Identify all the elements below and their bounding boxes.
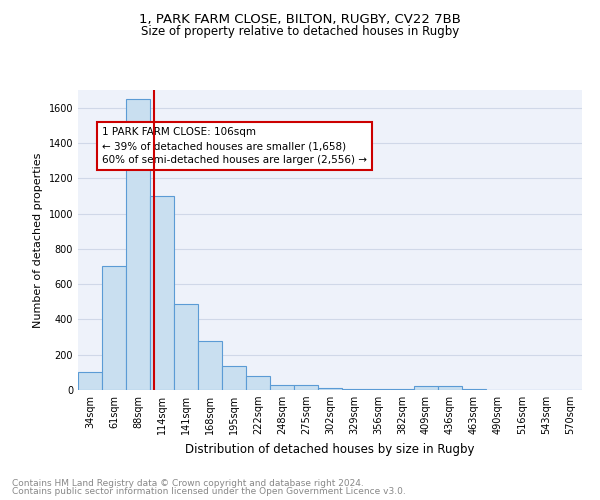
Bar: [102, 266, 126, 390]
Text: Size of property relative to detached houses in Rugby: Size of property relative to detached ho…: [141, 25, 459, 38]
X-axis label: Distribution of detached houses by size in Rugby: Distribution of detached houses by size …: [185, 442, 475, 456]
Bar: [174, 304, 198, 390]
Text: 1 PARK FARM CLOSE: 106sqm
← 39% of detached houses are smaller (1,658)
60% of se: 1 PARK FARM CLOSE: 106sqm ← 39% of detac…: [102, 127, 367, 165]
Bar: [294, 384, 318, 390]
Bar: [342, 389, 366, 390]
Bar: [150, 196, 174, 390]
Bar: [366, 389, 390, 390]
Bar: [414, 386, 438, 390]
Bar: [198, 340, 222, 390]
Bar: [318, 388, 342, 390]
Text: 1, PARK FARM CLOSE, BILTON, RUGBY, CV22 7BB: 1, PARK FARM CLOSE, BILTON, RUGBY, CV22 …: [139, 12, 461, 26]
Bar: [126, 99, 150, 390]
Y-axis label: Number of detached properties: Number of detached properties: [33, 152, 43, 328]
Bar: [270, 384, 294, 390]
Text: Contains public sector information licensed under the Open Government Licence v3: Contains public sector information licen…: [12, 487, 406, 496]
Bar: [222, 366, 246, 390]
Bar: [246, 376, 270, 390]
Bar: [78, 372, 102, 390]
Bar: [438, 386, 462, 390]
Text: Contains HM Land Registry data © Crown copyright and database right 2024.: Contains HM Land Registry data © Crown c…: [12, 478, 364, 488]
